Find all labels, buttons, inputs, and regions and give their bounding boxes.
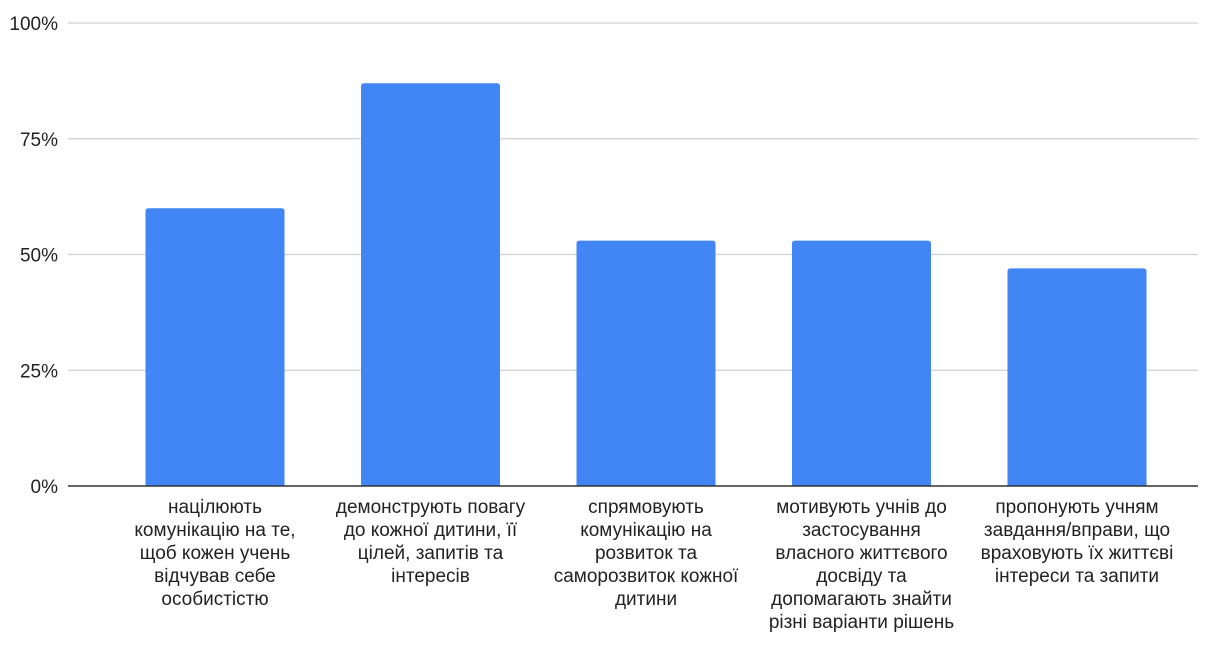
y-tick-label: 50% (20, 246, 58, 267)
y-tick-label: 75% (20, 130, 58, 151)
x-category-label: націлюють комунікацію на те, щоб кожен уче… (134, 497, 295, 610)
x-category-label: мотивують учнів до застосування власного ж… (769, 497, 954, 633)
bar (576, 240, 716, 486)
x-axis-labels: націлюють комунікацію на те, щоб кожен уче… (134, 497, 1173, 633)
x-category-label: пропонують учням завдання/вправи, що врахо… (981, 497, 1174, 587)
bar (792, 240, 931, 486)
x-category-label: спрямовують комунікацію на розвиток та само… (554, 497, 739, 610)
y-tick-label: 25% (20, 361, 58, 382)
y-axis-ticks: 0% 25% 50% 75% 100% (9, 14, 58, 498)
y-tick-label: 100% (9, 14, 58, 35)
x-category-label: демонструють повагу до кожної дитини, її ц… (336, 497, 526, 587)
bar (1007, 268, 1147, 486)
bar (145, 208, 285, 486)
bar (361, 83, 500, 486)
bars (145, 83, 1147, 486)
y-tick-label: 0% (31, 477, 59, 498)
